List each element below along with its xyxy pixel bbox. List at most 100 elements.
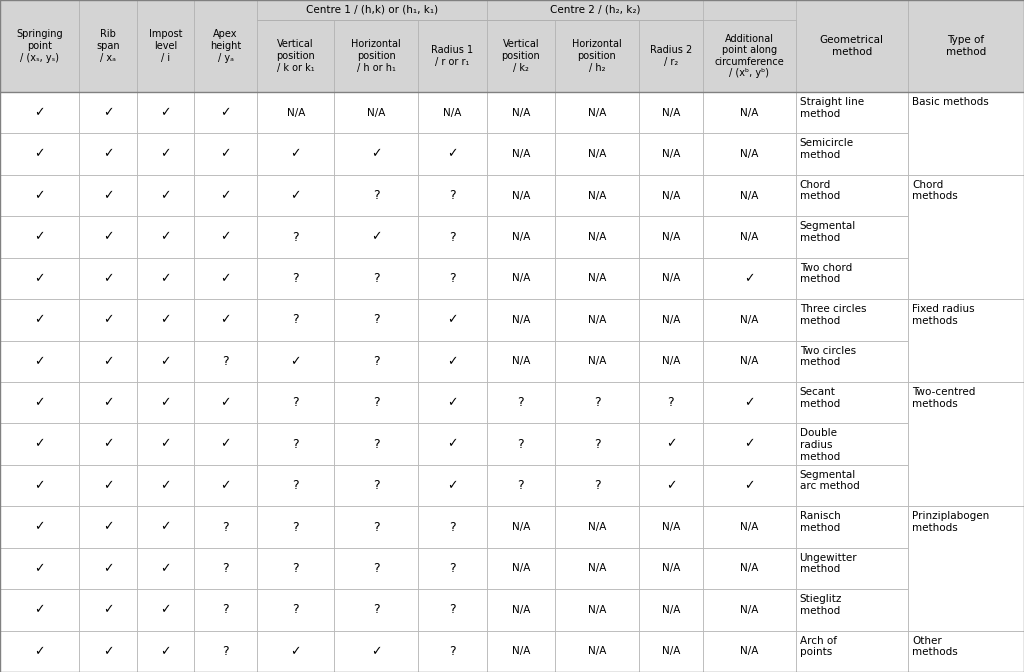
Bar — [335, 216, 418, 258]
Bar — [0, 465, 80, 506]
Text: ✓: ✓ — [220, 189, 230, 202]
Bar — [418, 630, 486, 672]
Text: N/A: N/A — [588, 232, 606, 242]
Text: ✓: ✓ — [102, 106, 114, 119]
Bar — [195, 341, 257, 382]
Text: ✓: ✓ — [35, 479, 45, 492]
Bar — [702, 175, 796, 216]
Bar — [486, 506, 555, 548]
Text: N/A: N/A — [588, 191, 606, 200]
Bar — [0, 506, 80, 548]
Bar — [80, 92, 137, 134]
Text: ✓: ✓ — [102, 562, 114, 575]
Bar — [137, 506, 195, 548]
Text: N/A: N/A — [512, 274, 530, 284]
Bar — [257, 341, 335, 382]
Text: ✓: ✓ — [220, 313, 230, 327]
Bar — [486, 382, 555, 423]
Bar — [486, 216, 555, 258]
Text: Geometrical
method: Geometrical method — [820, 35, 884, 57]
Bar — [418, 216, 486, 258]
Bar — [908, 630, 1024, 672]
Text: N/A: N/A — [512, 232, 530, 242]
Text: Vertical
position
/ k or k₁: Vertical position / k or k₁ — [276, 40, 315, 73]
Text: ✓: ✓ — [35, 396, 45, 409]
Bar — [796, 506, 908, 548]
Text: N/A: N/A — [367, 108, 385, 118]
Bar — [80, 589, 137, 630]
Bar — [0, 341, 80, 382]
Bar — [195, 630, 257, 672]
Bar — [80, 175, 137, 216]
Bar — [555, 299, 639, 341]
Text: ?: ? — [450, 562, 456, 575]
Text: ✓: ✓ — [35, 189, 45, 202]
Bar — [418, 258, 486, 299]
Bar — [796, 548, 908, 589]
Text: Additional
point along
circumference
/ (xᵇ, yᵇ): Additional point along circumference / (… — [715, 34, 784, 79]
Bar — [335, 589, 418, 630]
Text: ✓: ✓ — [744, 272, 755, 285]
Bar — [555, 20, 639, 92]
Bar — [80, 465, 137, 506]
Bar — [137, 465, 195, 506]
Bar — [796, 382, 908, 423]
Bar — [137, 423, 195, 465]
Bar — [418, 382, 486, 423]
Text: N/A: N/A — [662, 191, 680, 200]
Text: Impost
level
/ i: Impost level / i — [148, 30, 182, 62]
Text: Apex
height
/ yₐ: Apex height / yₐ — [210, 30, 242, 62]
Text: N/A: N/A — [588, 522, 606, 532]
Text: ?: ? — [293, 521, 299, 534]
Bar — [908, 175, 1024, 299]
Bar — [639, 92, 702, 134]
Text: ✓: ✓ — [161, 189, 171, 202]
Bar — [639, 382, 702, 423]
Text: ✓: ✓ — [161, 645, 171, 658]
Bar — [555, 548, 639, 589]
Text: ?: ? — [293, 396, 299, 409]
Bar — [335, 299, 418, 341]
Bar — [80, 382, 137, 423]
Text: ?: ? — [594, 396, 600, 409]
Bar — [195, 465, 257, 506]
Bar — [137, 92, 195, 134]
Bar — [418, 92, 486, 134]
Text: ✓: ✓ — [161, 313, 171, 327]
Bar — [195, 216, 257, 258]
Bar — [702, 548, 796, 589]
Bar — [908, 465, 1024, 506]
Bar — [0, 0, 1024, 20]
Bar — [195, 92, 257, 134]
Text: N/A: N/A — [662, 232, 680, 242]
Bar — [137, 589, 195, 630]
Bar — [257, 0, 486, 20]
Bar — [195, 548, 257, 589]
Text: ✓: ✓ — [35, 230, 45, 243]
Text: N/A: N/A — [512, 191, 530, 200]
Text: Arch of
points: Arch of points — [800, 636, 837, 657]
Text: N/A: N/A — [512, 563, 530, 573]
Bar — [796, 341, 908, 382]
Text: ?: ? — [373, 603, 380, 616]
Text: ✓: ✓ — [102, 479, 114, 492]
Text: ?: ? — [222, 562, 229, 575]
Text: ✓: ✓ — [666, 479, 676, 492]
Bar — [418, 20, 486, 92]
Bar — [702, 382, 796, 423]
Bar — [257, 506, 335, 548]
Bar — [257, 175, 335, 216]
Text: ?: ? — [293, 479, 299, 492]
Bar — [0, 299, 80, 341]
Bar — [639, 175, 702, 216]
Bar — [796, 630, 908, 672]
Bar — [639, 341, 702, 382]
Bar — [257, 258, 335, 299]
Bar — [555, 175, 639, 216]
Bar — [486, 630, 555, 672]
Text: ✓: ✓ — [102, 645, 114, 658]
Bar — [555, 630, 639, 672]
Bar — [137, 175, 195, 216]
Bar — [639, 134, 702, 175]
Text: Double
radius
method: Double radius method — [800, 429, 840, 462]
